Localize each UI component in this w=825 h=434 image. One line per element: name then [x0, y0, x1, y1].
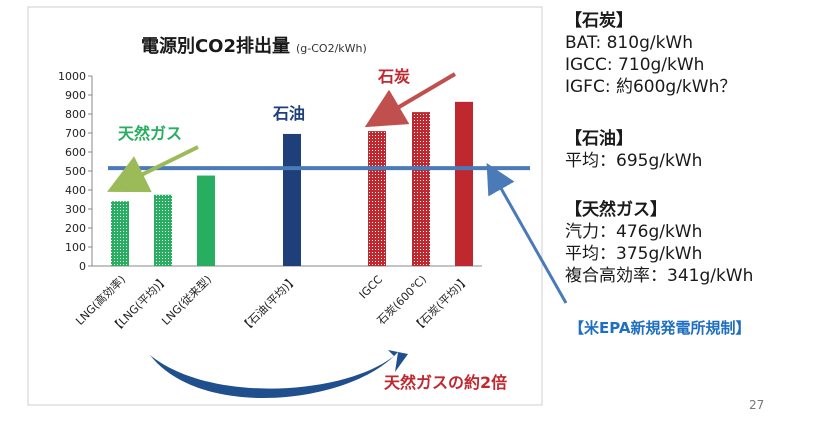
y-tick-label: 200 — [65, 222, 86, 235]
y-tick-label: 1000 — [58, 70, 86, 83]
gas-line-average: 平均：375g/kWh — [565, 244, 703, 264]
bar-5 — [412, 112, 430, 266]
coal-pointer-arrow — [364, 72, 457, 128]
chart-unit-label: (g-CO2/kWh) — [296, 42, 367, 55]
bar-3 — [283, 133, 301, 266]
gas-pointer-arrow — [107, 145, 199, 193]
page-number: 27 — [749, 398, 765, 412]
epa-pointer-arrow — [486, 162, 568, 304]
gas-info: 【天然ガス】 汽力：476g/kWh 平均：375g/kWh 複合高効率：341… — [565, 199, 753, 287]
chart-title: 電源別CO2排出量 — [141, 35, 290, 57]
coal-label: 石炭 — [377, 67, 410, 86]
y-tick-label: 500 — [65, 165, 86, 178]
gas-heading: 【天然ガス】 — [565, 200, 667, 220]
y-tick-label: 800 — [65, 108, 86, 121]
oil-heading: 【石油】 — [565, 129, 633, 149]
epa-rule-note: 【米EPA新規発電所規制】 — [569, 319, 751, 337]
coal-line-bat: BAT: 810g/kWh — [565, 33, 694, 53]
coal-info: 【石炭】 BAT: 810g/kWh IGCC: 710g/kWh IGFC: … — [565, 10, 736, 98]
y-tick-label: 300 — [65, 203, 86, 216]
bar-1 — [154, 194, 172, 266]
gas-label: 天然ガス — [118, 124, 182, 143]
y-tick-label: 700 — [65, 127, 86, 140]
y-tick-label: 600 — [65, 146, 86, 159]
coal-line-igfc: IGFC: 約600g/kWh？ — [565, 77, 737, 97]
multiplier-label: 天然ガスの約2倍 — [384, 373, 507, 392]
doubling-curved-arrow — [150, 350, 408, 399]
bar-0 — [111, 201, 129, 266]
y-tick-label: 100 — [65, 241, 86, 254]
oil-info: 【石油】 平均：695g/kWh — [565, 128, 702, 172]
oil-label: 石油 — [272, 104, 305, 123]
y-tick-label: 900 — [65, 89, 86, 102]
bar-6 — [455, 101, 473, 266]
coal-heading: 【石炭】 — [565, 11, 633, 31]
gas-line-combined: 複合高効率：341g/kWh — [565, 266, 754, 286]
gas-line-steam: 汽力：476g/kWh — [565, 222, 703, 242]
oil-line-average: 平均：695g/kWh — [565, 151, 703, 171]
coal-line-igcc: IGCC: 710g/kWh — [565, 55, 705, 75]
y-tick-label: 400 — [65, 184, 86, 197]
y-tick-label: 0 — [79, 260, 86, 273]
bar-4 — [368, 131, 386, 266]
bar-2 — [197, 175, 215, 266]
